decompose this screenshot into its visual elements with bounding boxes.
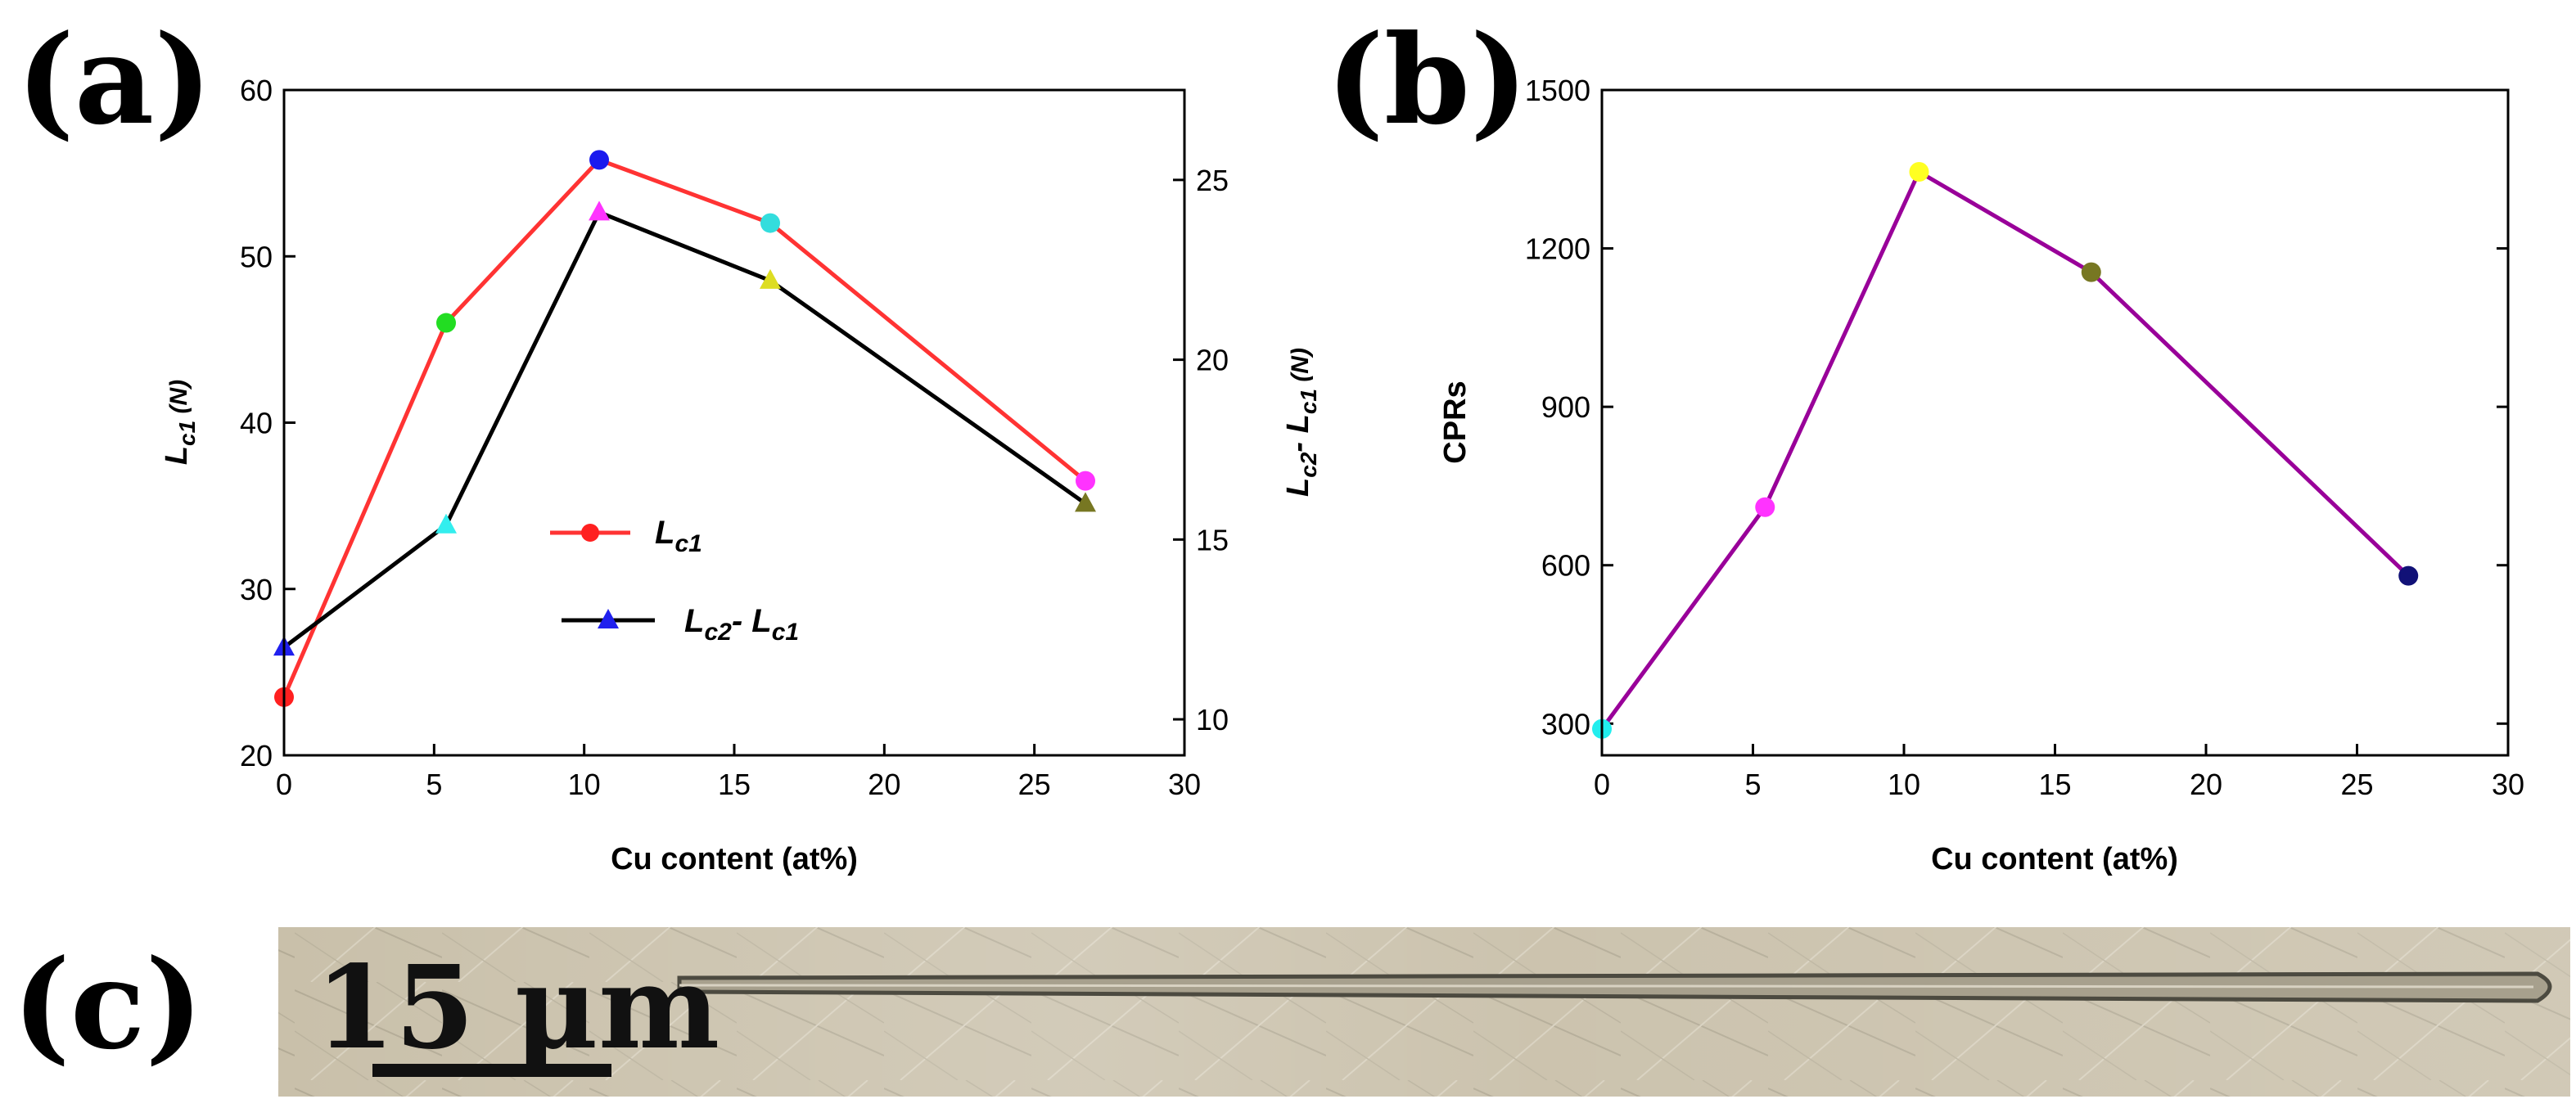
chart-a-xtick-label: 10: [568, 768, 601, 801]
micrograph-c: 15 μm: [278, 927, 2570, 1097]
chart-b-lines: [1599, 169, 2410, 731]
chart-a: 0 5 10 15 20 25 30 20 30 40 50 60 10 15 20 25 Cu conten…: [160, 74, 1321, 876]
legend-diff-marker: [598, 609, 619, 628]
chart-b-xtick-label: 25: [2340, 768, 2373, 801]
chart-a-point: [1076, 471, 1095, 491]
chart-a-point: [1075, 492, 1096, 512]
chart-a-ytick-right-label: 20: [1196, 344, 1229, 377]
chart-a-xtick-label: 5: [426, 768, 442, 801]
chart-b-ytick-label: 600: [1541, 549, 1590, 583]
scale-bar: [372, 1064, 611, 1077]
chart-a-xtick-label: 15: [718, 768, 751, 801]
chart-b-xtick-label: 15: [2038, 768, 2071, 801]
chart-b-point: [2398, 565, 2419, 586]
chart-a-point: [760, 213, 780, 233]
legend-lc1-label: Lc1: [655, 515, 702, 557]
chart-a-ylabel-right: Lc2- Lc1 (N): [1281, 348, 1321, 497]
chart-a-point: [436, 313, 456, 333]
chart-a-xtick-label: 0: [276, 768, 292, 801]
chart-b: 0 5 10 15 20 25 30 300 600 900 1200 1500 Cu content…: [1438, 74, 2524, 876]
scale-bar-label: 15 μm: [315, 941, 720, 1075]
chart-a-ytick-left-label: 20: [240, 739, 273, 772]
chart-b-ytick-label: 1200: [1525, 232, 1590, 266]
legend-diff-label: Lc2- Lc1: [684, 603, 799, 646]
chart-b-ytick-label: 1500: [1525, 74, 1590, 107]
chart-a-xlabel: Cu content (at%): [611, 842, 858, 876]
chart-a-ticks: 0 5 10 15 20 25 30 20 30 40 50 60 10 15 20 25: [240, 74, 1229, 801]
chart-b-ytick-label: 900: [1541, 390, 1590, 424]
chart-a-series-line-2: [282, 209, 1087, 650]
chart-b-xtick-label: 10: [1888, 768, 1920, 801]
chart-b-series-line: [1599, 169, 2410, 731]
chart-b-ticks: 0 5 10 15 20 25 30 300 600 900 1200 1500: [1525, 74, 2524, 801]
chart-a-xtick-label: 25: [1018, 768, 1051, 801]
panel-label-c: (c): [12, 933, 203, 1077]
chart-a-frame: [282, 88, 1186, 757]
panel-label-a: (a): [16, 8, 212, 152]
chart-a-point: [435, 513, 457, 534]
chart-b-xlabel: Cu content (at%): [1931, 842, 2178, 876]
chart-b-frame: [1600, 88, 2510, 757]
chart-b-point: [1755, 497, 1775, 517]
chart-a-point: [589, 150, 609, 170]
chart-a-ytick-right-label: 25: [1196, 164, 1229, 197]
chart-b-point: [1909, 162, 1929, 182]
chart-b-markers: [1592, 162, 2419, 739]
chart-a-ytick-left-label: 40: [240, 407, 273, 440]
chart-b-xtick-label: 20: [2190, 768, 2222, 801]
chart-a-xtick-label: 30: [1168, 768, 1201, 801]
chart-b-xtick-label: 5: [1744, 768, 1761, 801]
chart-a-legend: Lc1 Lc2- Lc1: [550, 515, 799, 646]
chart-a-ytick-left-label: 60: [240, 74, 273, 107]
legend-lc1-marker: [581, 524, 599, 542]
chart-a-ylabel-left: Lc1 (N): [160, 380, 200, 465]
chart-b-ylabel: CPRs: [1438, 381, 1473, 463]
chart-a-xtick-label: 20: [868, 768, 900, 801]
chart-b-xtick-label: 30: [2492, 768, 2524, 801]
chart-a-ytick-left-label: 50: [240, 240, 273, 273]
chart-a-point: [760, 268, 781, 289]
chart-b-point: [2081, 262, 2101, 282]
chart-b-ytick-label: 300: [1541, 707, 1590, 741]
chart-a-point: [589, 200, 610, 221]
chart-a-ytick-right-label: 10: [1196, 703, 1229, 736]
chart-a-ytick-right-label: 15: [1196, 523, 1229, 556]
panel-label-b: (b): [1326, 8, 1528, 152]
chart-b-xtick-label: 0: [1594, 768, 1610, 801]
chart-a-ytick-left-label: 30: [240, 573, 273, 606]
